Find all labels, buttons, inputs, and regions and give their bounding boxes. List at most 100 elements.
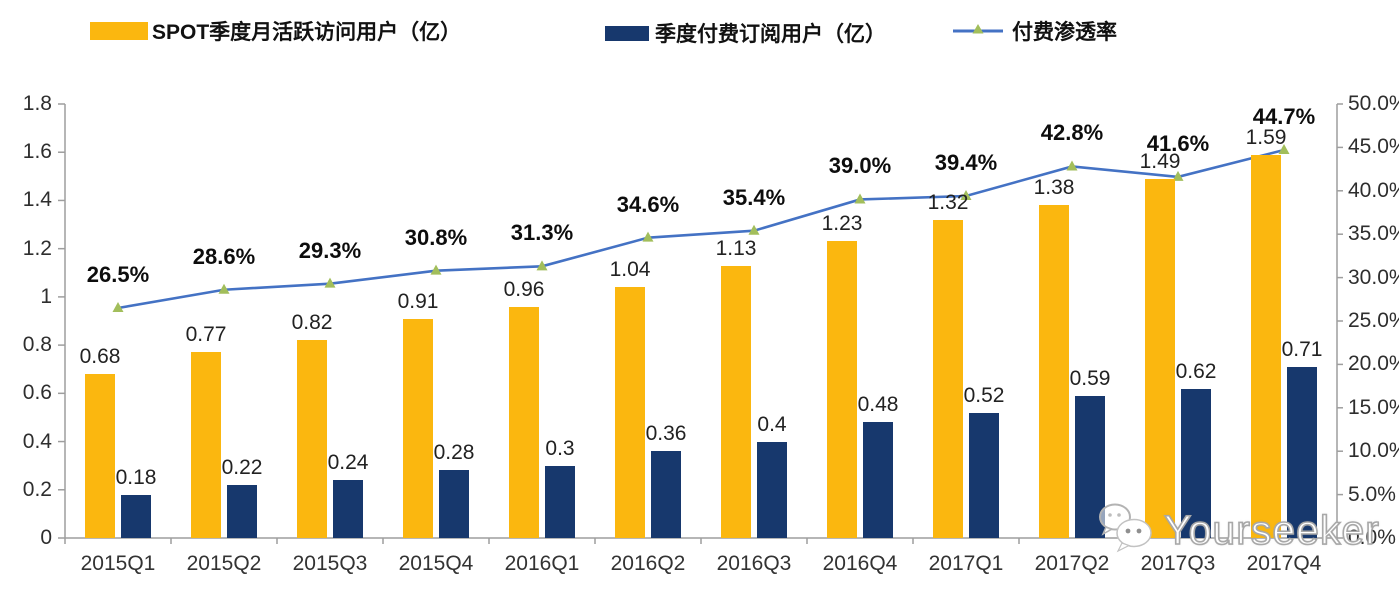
penetration-point-label: 28.6% [192, 243, 256, 269]
bar-mau [933, 219, 963, 538]
x-axis-label: 2017Q1 [928, 552, 1004, 575]
penetration-point-label: 42.8% [1040, 120, 1104, 146]
subscribers-legend-swatch-icon [605, 25, 649, 41]
subscribers-legend-label: 季度付费订阅用户（亿） [655, 23, 886, 46]
penetration-point-label: 41.6% [1146, 130, 1210, 156]
right-axis-tick-label: 20.0% [1348, 352, 1399, 376]
x-axis-label: 2017Q3 [1140, 552, 1216, 575]
bar-subscribers [121, 494, 151, 538]
penetration-legend-line-icon [952, 19, 1004, 44]
penetration-marker-icon [536, 260, 548, 271]
right-axis-tick-label: 35.0% [1348, 222, 1399, 246]
bar-subscribers [757, 441, 787, 538]
bar-subscribers [333, 480, 363, 538]
penetration-point-label: 30.8% [404, 224, 468, 250]
mau-legend-label: SPOT季度月活跃访问用户（亿） [152, 21, 462, 44]
penetration-point-label: 26.5% [86, 261, 150, 287]
penetration-marker-icon [642, 231, 654, 242]
bar-subscribers [1287, 366, 1317, 538]
penetration-point-label: 34.6% [616, 191, 680, 217]
bar-mau [827, 241, 857, 538]
mau-value-label: 1.13 [715, 236, 757, 260]
bar-subscribers [969, 412, 999, 538]
bar-mau [403, 318, 433, 538]
mau-value-label: 0.82 [291, 311, 333, 335]
mau-value-label: 1.49 [1139, 149, 1181, 173]
bar-mau [191, 352, 221, 538]
penetration-marker-icon [218, 283, 230, 294]
left-axis-tick-label: 1.4 [22, 188, 52, 212]
legend-item-penetration: 付费渗透率 [952, 16, 1117, 46]
legend-item-mau: SPOT季度月活跃访问用户（亿） [90, 16, 461, 46]
penetration-marker-icon [324, 277, 336, 288]
subscribers-value-label: 0.62 [1175, 359, 1217, 383]
legend-item-subscribers: 季度付费订阅用户（亿） [605, 18, 886, 48]
mau-value-label: 0.77 [185, 323, 227, 347]
right-axis-tick-label: 50.0% [1348, 92, 1399, 115]
left-axis-tick-label: 1.8 [22, 92, 52, 115]
bar-mau [85, 374, 115, 538]
penetration-point-label: 39.4% [934, 150, 998, 175]
subscribers-value-label: 0.36 [645, 422, 687, 446]
subscribers-value-label: 0.52 [963, 383, 1005, 407]
left-axis-tick-label: 0 [40, 526, 52, 549]
penetration-point-label: 31.3% [510, 220, 574, 246]
penetration-point-label: 44.7% [1252, 104, 1316, 129]
bar-mau [1039, 205, 1069, 538]
chart-legend: SPOT季度月活跃访问用户（亿） 季度付费订阅用户（亿） 付费渗透率 [0, 0, 1399, 60]
right-axis-tick-label: 0.0% [1348, 526, 1396, 549]
mau-value-label: 0.68 [79, 345, 121, 369]
penetration-marker-icon [1066, 160, 1078, 171]
x-axis-label: 2015Q1 [80, 552, 156, 575]
x-axis-label: 2015Q2 [186, 552, 262, 575]
left-axis-tick-label: 1.2 [22, 236, 52, 260]
penetration-marker-icon [1278, 144, 1290, 155]
x-axis-label: 2015Q3 [292, 552, 368, 575]
subscribers-value-label: 0.28 [433, 441, 475, 465]
subscribers-value-label: 0.48 [857, 393, 899, 417]
right-axis-tick-label: 45.0% [1348, 135, 1399, 159]
x-axis-label: 2016Q1 [504, 552, 580, 575]
bar-subscribers [651, 451, 681, 538]
bar-subscribers [227, 484, 257, 538]
wechat-icon [1096, 500, 1158, 561]
bar-subscribers [545, 465, 575, 538]
x-axis-label: 2017Q2 [1034, 552, 1110, 575]
subscribers-value-label: 0.3 [545, 436, 575, 460]
watermark: Yourseeker [1096, 500, 1380, 561]
left-axis-tick-label: 0.4 [22, 429, 52, 453]
mau-value-label: 1.04 [609, 258, 651, 282]
penetration-point-label: 29.3% [298, 237, 362, 263]
bar-mau [1251, 154, 1281, 538]
right-axis-tick-label: 15.0% [1348, 395, 1399, 419]
bar-mau [721, 265, 751, 538]
right-axis-tick-label: 5.0% [1348, 482, 1396, 506]
bar-subscribers [439, 470, 469, 538]
subscribers-value-label: 0.59 [1069, 366, 1111, 390]
penetration-marker-icon [854, 193, 866, 204]
mau-value-label: 1.23 [821, 212, 863, 236]
bar-subscribers [863, 422, 893, 538]
penetration-point-label: 39.0% [828, 153, 892, 179]
subscribers-value-label: 0.4 [757, 412, 787, 436]
subscribers-value-label: 0.71 [1281, 337, 1323, 361]
subscribers-value-label: 0.18 [115, 465, 157, 489]
mau-value-label: 1.59 [1245, 125, 1287, 149]
subscribers-value-label: 0.24 [327, 451, 369, 475]
mau-value-label: 1.32 [927, 190, 969, 214]
bar-mau [1145, 178, 1175, 538]
right-axis-tick-label: 40.0% [1348, 178, 1399, 202]
left-axis-tick-label: 0.2 [22, 477, 52, 501]
subscribers-value-label: 0.22 [221, 455, 263, 479]
right-axis-tick-label: 10.0% [1348, 439, 1399, 463]
penetration-point-label: 35.4% [722, 184, 786, 210]
mau-legend-swatch-icon [90, 22, 148, 40]
bar-mau [509, 306, 539, 538]
penetration-marker-icon [112, 301, 124, 312]
x-axis-label: 2016Q2 [610, 552, 686, 575]
left-axis-tick-label: 0.8 [22, 333, 52, 357]
penetration-legend-label: 付费渗透率 [1012, 21, 1117, 44]
penetration-marker-icon [1172, 170, 1184, 181]
